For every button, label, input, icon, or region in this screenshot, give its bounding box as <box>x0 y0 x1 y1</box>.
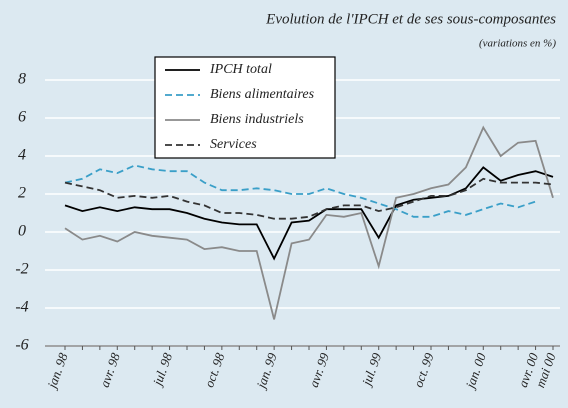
chart-title: Evolution de l'IPCH et de ses sous-compo… <box>265 11 556 27</box>
series-line <box>64 166 554 261</box>
y-tick-label: -6 <box>15 337 28 354</box>
y-tick-label: -2 <box>15 261 28 278</box>
y-tick-label: 8 <box>18 71 26 88</box>
legend-label: IPCH total <box>209 62 272 77</box>
legend-label: Services <box>210 137 257 152</box>
legend-label: Biens industriels <box>210 112 304 127</box>
series-line <box>64 164 536 218</box>
legend-box <box>154 56 336 159</box>
series-line <box>64 125 554 320</box>
y-tick-label: 0 <box>18 223 26 240</box>
chart-subtitle: (variations en %) <box>479 38 556 50</box>
legend-label: Biens alimentaires <box>210 87 315 102</box>
y-tick-label: 2 <box>18 185 26 202</box>
y-tick-label: -4 <box>15 299 28 316</box>
y-tick-label: 4 <box>18 147 26 164</box>
series-line <box>64 177 554 220</box>
y-tick-label: 6 <box>18 109 26 126</box>
legend: IPCH total Biens alimentaires Biens indust… <box>154 56 336 159</box>
